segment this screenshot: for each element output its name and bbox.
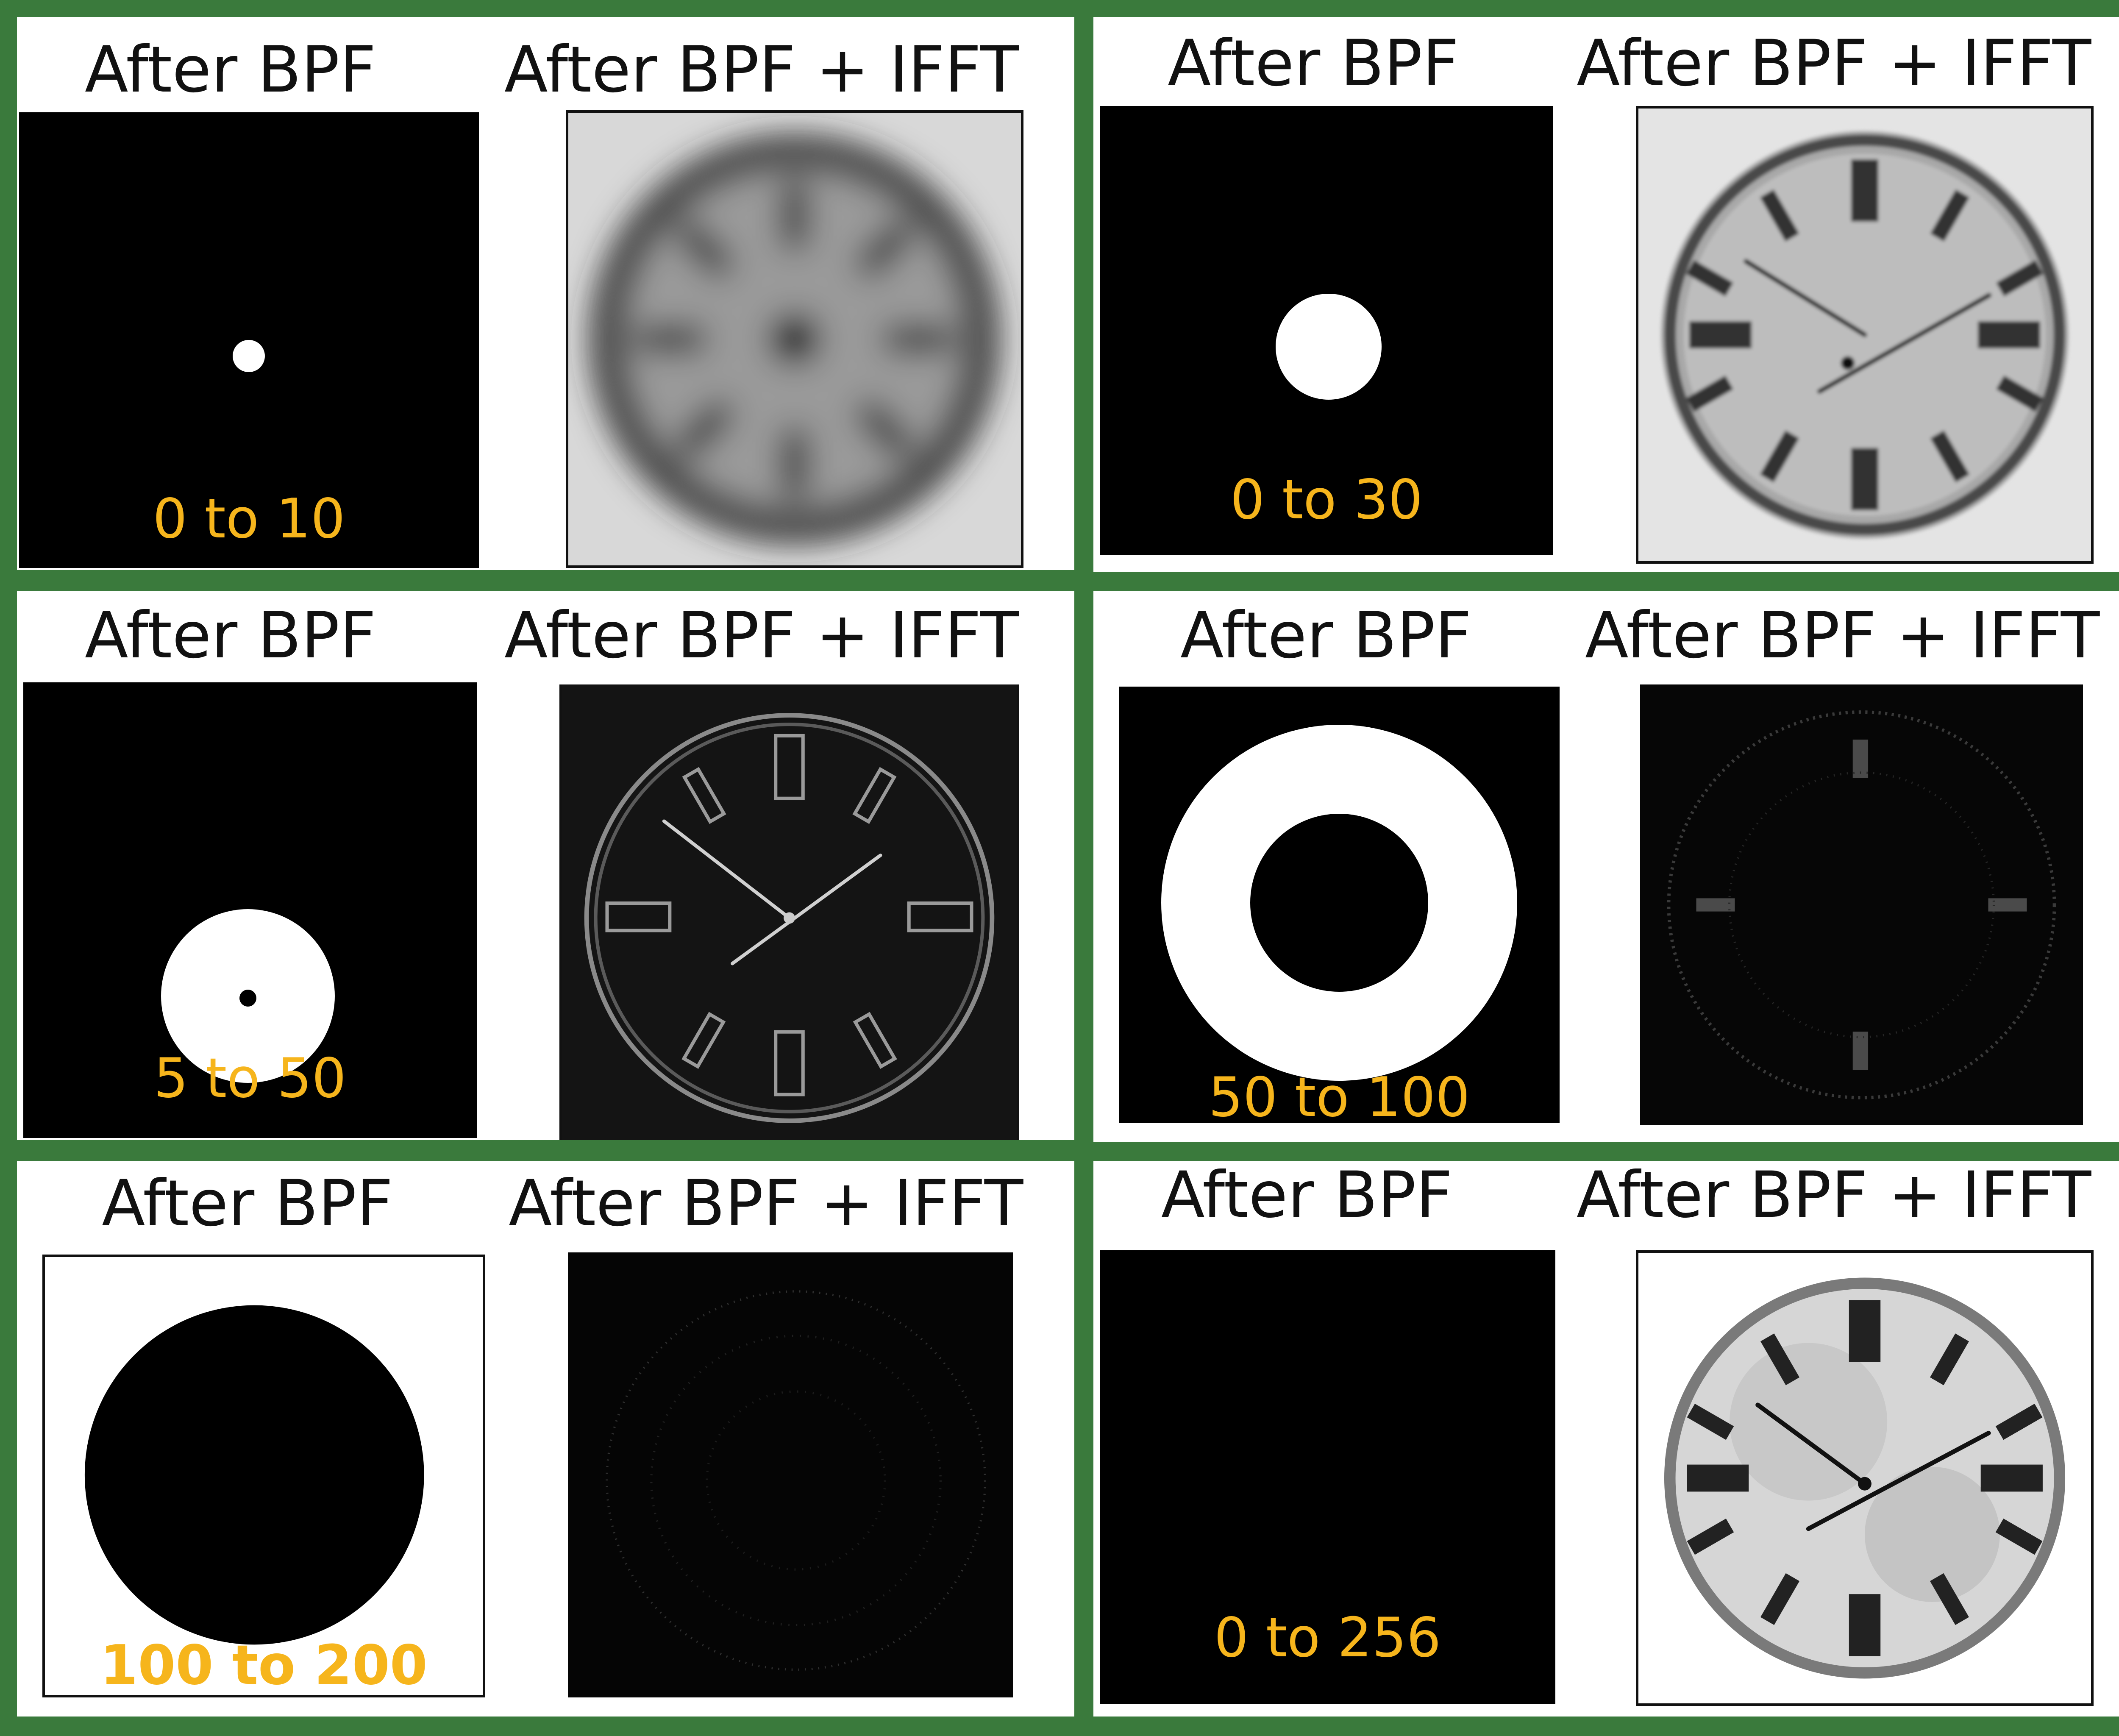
panel-band-0-30: After BPF After BPF + IFFT 0 to 30	[1093, 17, 2119, 572]
filter-mask	[23, 682, 477, 1138]
filter-title: After BPF	[85, 599, 376, 673]
ifft-result-image	[1640, 684, 2083, 1125]
ifft-result-image	[566, 110, 1023, 568]
mask-stop-core	[1250, 814, 1428, 992]
ifft-result-image	[1636, 1250, 2094, 1706]
panel-band-100-200: After BPF After BPF + IFFT 100 to 200	[17, 1161, 1074, 1717]
filter-mask	[1100, 106, 1553, 555]
ifft-title: After BPF + IFFT	[1585, 599, 2100, 673]
mask-pass-band	[1276, 294, 1382, 400]
ifft-title: After BPF + IFFT	[504, 599, 1019, 673]
band-label: 100 to 200	[100, 1634, 428, 1697]
filter-title: After BPF	[102, 1167, 393, 1241]
clock-face-icon	[568, 1252, 1013, 1697]
band-label: 5 to 50	[153, 1047, 347, 1110]
panel-band-50-100: After BPF After BPF + IFFT 50 to 100	[1093, 591, 2119, 1142]
panel-band-5-50: After BPF After BPF + IFFT 5 to 50	[17, 591, 1074, 1140]
clock-face-icon	[1639, 1253, 2090, 1703]
ifft-title: After BPF + IFFT	[504, 33, 1019, 107]
ifft-result-image	[559, 684, 1019, 1140]
band-label: 0 to 10	[153, 487, 345, 551]
panel-band-0-256: After BPF After BPF + IFFT 0 to 256	[1093, 1161, 2119, 1717]
mask-stop-core	[239, 990, 256, 1007]
filter-title: After BPF	[85, 33, 376, 107]
panel-band-0-10: After BPF After BPF + IFFT 0 to 10	[17, 17, 1074, 570]
filter-mask	[19, 112, 479, 568]
clock-face-icon	[1641, 684, 2082, 1125]
filter-mask	[42, 1255, 485, 1697]
ifft-title: After BPF + IFFT	[1577, 1161, 2091, 1232]
clock-face-icon	[568, 113, 1021, 565]
filter-title: After BPF	[1180, 599, 1472, 673]
ifft-title: After BPF + IFFT	[509, 1167, 1023, 1241]
band-label: 50 to 100	[1208, 1066, 1470, 1129]
mask-pass-band	[233, 340, 265, 372]
ifft-title: After BPF + IFFT	[1577, 27, 2091, 100]
filter-mask	[1119, 687, 1560, 1123]
ifft-result-image	[568, 1252, 1013, 1697]
mask-stop-core	[84, 1305, 424, 1645]
band-label: 0 to 256	[1214, 1606, 1441, 1669]
clock-face-icon	[562, 684, 1017, 1140]
filter-title: After BPF	[1168, 27, 1459, 100]
band-label: 0 to 30	[1230, 468, 1423, 531]
filter-mask	[1100, 1250, 1555, 1704]
clock-face-icon	[1638, 108, 2091, 561]
filter-title: After BPF	[1161, 1161, 1453, 1232]
ifft-result-image	[1636, 106, 2094, 564]
mask-pass-band	[1100, 1250, 1555, 1704]
